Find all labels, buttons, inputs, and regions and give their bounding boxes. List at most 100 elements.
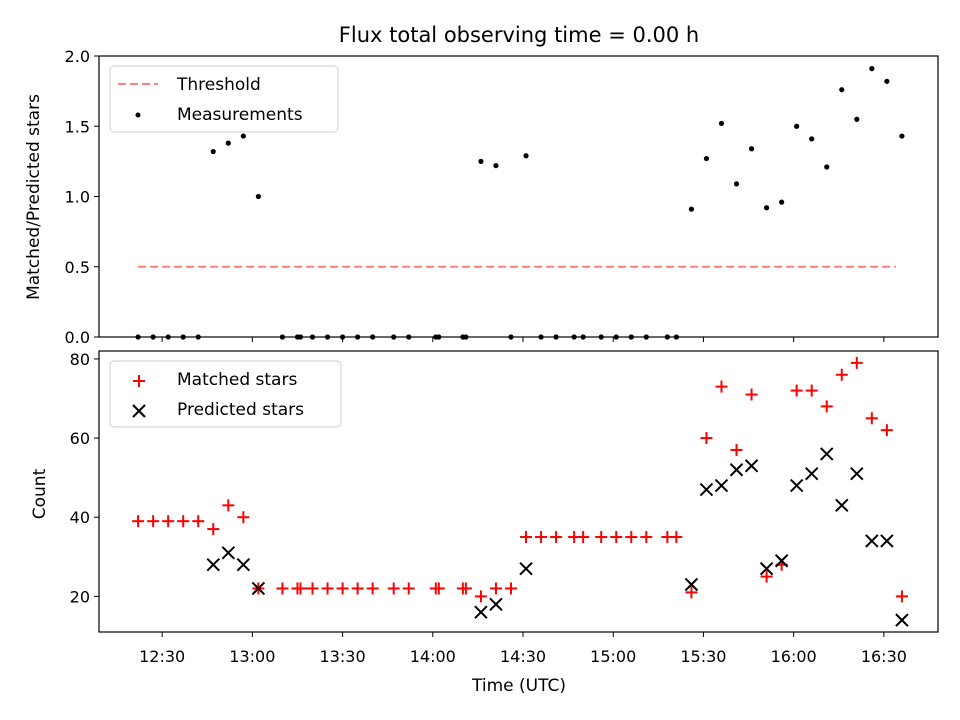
bottom-y-tick-label: 40: [70, 508, 90, 527]
top-y-axis-label: Matched/Predicted stars: [24, 94, 44, 300]
matched-star-point: [685, 586, 698, 599]
matched-star-point: [880, 424, 893, 437]
x-tick-label: 14:30: [500, 647, 546, 666]
top-y-ticks: 0.0 0.5 1.0 1.5 2.0: [65, 47, 99, 347]
bottom-y-tick-label: 60: [70, 429, 90, 448]
measurement-point: [884, 78, 890, 84]
matched-star-point: [640, 531, 653, 544]
x-tick-label: 15:30: [680, 647, 726, 666]
matched-star-point: [207, 523, 220, 536]
predicted-star-point: [880, 534, 894, 548]
measurement-point: [225, 140, 231, 146]
measurement-point: [869, 66, 875, 72]
matched-star-point: [820, 400, 833, 413]
predicted-star-point: [789, 478, 804, 493]
matched-star-point: [730, 443, 743, 456]
predicted-star-point: [474, 605, 488, 619]
predicted-star-point: [865, 534, 879, 548]
matched-star-point: [336, 582, 349, 595]
matched-star-point: [366, 582, 379, 595]
top-y-tick-label: 2.0: [65, 47, 90, 66]
predicted-star-point: [206, 558, 220, 572]
measurement-point: [478, 158, 484, 164]
matched-star-point: [321, 582, 334, 595]
predicted-star-point: [684, 577, 699, 592]
predicted-star-point: [774, 554, 789, 568]
measurement-point: [748, 146, 755, 152]
matched-star-point: [222, 499, 235, 512]
measurement-point: [523, 153, 529, 159]
measurement-point: [493, 162, 499, 169]
measurement-point: [733, 181, 740, 187]
matched-star-point: [402, 582, 415, 595]
predicted-star-point: [835, 498, 849, 513]
bottom-y-axis-label: Count: [30, 468, 50, 519]
measurement-point: [763, 205, 770, 211]
matched-star-point: [520, 531, 533, 544]
measurement-point: [824, 164, 830, 170]
matched-star-point: [700, 432, 713, 445]
matched-star-point: [387, 582, 400, 595]
matched-star-point: [760, 570, 773, 583]
x-tick-label: 16:00: [771, 647, 817, 666]
matched-star-point: [625, 531, 638, 544]
bottom-y-tick-label: 80: [70, 350, 90, 369]
bottom-y-ticks: 20 40 60 80: [70, 350, 99, 606]
measurement-point: [240, 133, 246, 139]
bottom-y-tick-label: 20: [70, 587, 90, 606]
predicted-star-point: [714, 478, 729, 493]
matched-star-point: [610, 531, 623, 544]
measurement-point: [210, 148, 216, 155]
predicted-star-point: [804, 466, 819, 481]
predicted-star-point: [236, 558, 251, 572]
matched-star-point: [577, 531, 590, 544]
matched-star-point: [294, 582, 307, 595]
predicted-star-point: [699, 482, 714, 497]
legend-measurements-label: Measurements: [177, 105, 303, 125]
top-legend: Threshold Measurements: [109, 65, 339, 133]
matched-star-point: [162, 515, 175, 528]
measurement-point: [718, 120, 725, 127]
x-tick-label: 16:30: [861, 647, 907, 666]
matched-star-point: [132, 515, 145, 528]
legend-predicted-label: Predicted stars: [177, 400, 304, 420]
matched-star-point: [177, 515, 190, 528]
bottom-legend-box: [109, 360, 342, 428]
matched-star-point: [432, 582, 445, 595]
matched-star-point: [715, 380, 728, 393]
predicted-star-point: [251, 581, 266, 596]
bottom-plot-data: [132, 356, 909, 627]
measurement-point: [779, 199, 785, 205]
predicted-star-point: [221, 546, 236, 560]
matched-star-point: [535, 531, 548, 544]
matched-star-point: [550, 531, 563, 544]
matched-star-point: [595, 531, 608, 544]
matched-star-point: [895, 590, 908, 603]
measurement-point: [809, 136, 815, 142]
legend-threshold-label: Threshold: [176, 75, 261, 95]
matched-star-point: [306, 582, 319, 595]
x-tick-label: 13:30: [320, 647, 366, 666]
predicted-star-point: [820, 447, 834, 461]
top-plot: 0.00.51.01.52.0 Matched/Predicted stars …: [24, 47, 939, 347]
bottom-x-ticks: 12:30 13:00 13:30 14:00 14:30 15:00 15:30 16:00…: [139, 632, 907, 666]
legend-matched-marker: [133, 375, 145, 387]
top-x-ticks: [161, 337, 885, 342]
chart-title: Flux total observing time = 0.00 h: [339, 23, 699, 47]
predicted-star-point: [729, 463, 744, 477]
measurement-point: [854, 116, 860, 122]
matched-star-point: [745, 388, 758, 401]
x-tick-label: 13:00: [229, 647, 275, 666]
predicted-star-point: [759, 561, 774, 576]
measurement-point: [688, 206, 695, 212]
matched-star-point: [237, 511, 250, 524]
legend-measurements-marker: [135, 112, 141, 118]
predicted-star-point: [489, 597, 503, 612]
matched-star-point: [805, 384, 818, 397]
top-legend-box: [109, 65, 339, 133]
matched-star-point: [865, 412, 878, 425]
measurement-point: [255, 193, 261, 200]
bottom-plot-frame: [98, 350, 939, 633]
predicted-star-point: [895, 613, 909, 627]
top-y-tick-label: 0.0: [65, 328, 90, 347]
